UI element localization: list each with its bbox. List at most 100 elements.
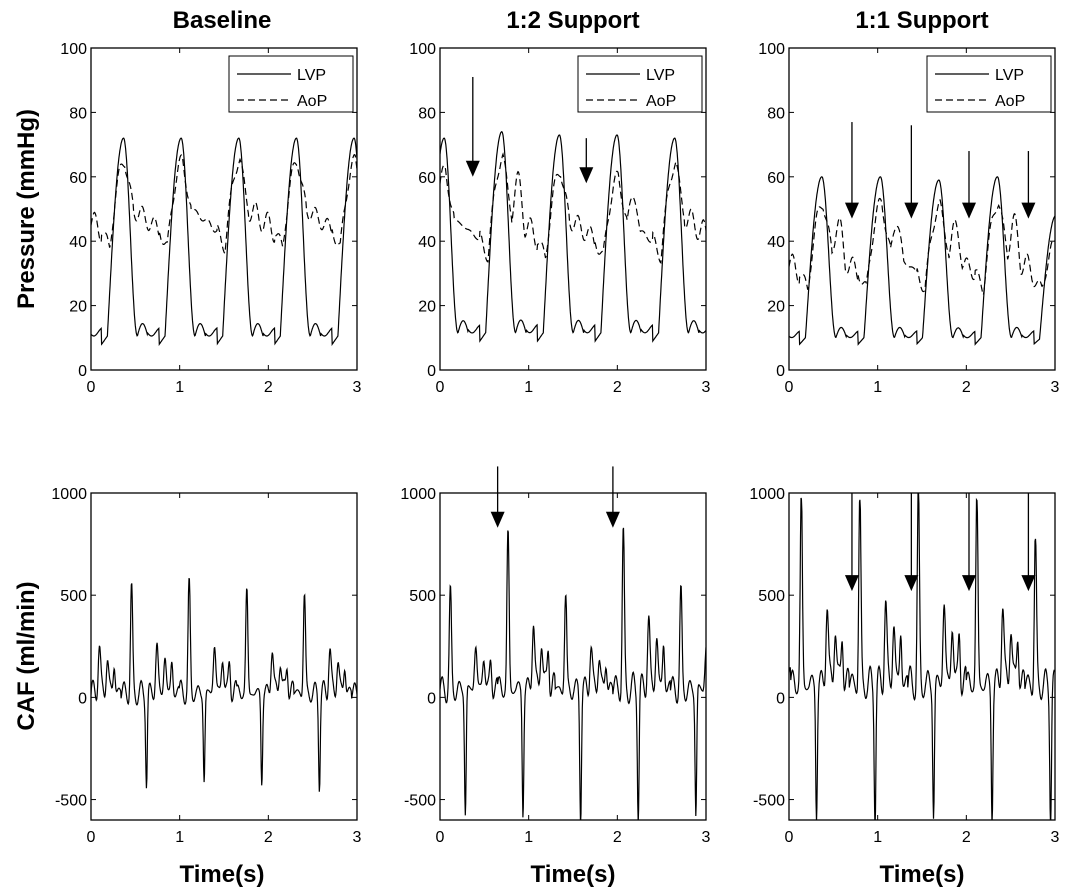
- x-tick-label: 3: [353, 379, 362, 396]
- panel-1: 0 1 2 3 0 20 40 60 80 100 LVP AoP: [60, 41, 361, 396]
- x-tick-label: 3: [353, 829, 362, 846]
- x-tick-label: 2: [613, 829, 622, 846]
- y-tick-label: 100: [758, 41, 785, 58]
- legend: LVP AoP: [228, 55, 354, 113]
- x-tick-label: 2: [264, 379, 273, 396]
- panel-2: 0 1 2 3 0 20 40 60 80 100 LVP AoP: [409, 41, 710, 396]
- panel-3: 0 1 2 3 0 20 40 60 80 100 LVP AoP: [758, 41, 1059, 396]
- x-tick-label: 0: [785, 829, 794, 846]
- y-tick-label: 20: [418, 299, 436, 316]
- axes-frame: [439, 492, 707, 821]
- panel-5: 0 1 2 3 -500 0 500 1000: [400, 466, 711, 846]
- legend: LVP AoP: [577, 55, 703, 113]
- series-aop-line: [440, 152, 706, 265]
- y-tick-label: 1000: [51, 486, 87, 503]
- y-tick-label: 60: [418, 170, 436, 187]
- y-tick-label: 20: [767, 299, 785, 316]
- legend-box: [926, 55, 1052, 113]
- row-ylabel-caf: CAF (ml/min): [13, 581, 40, 730]
- series-caf-line: [91, 577, 357, 792]
- x-tick-label: 1: [873, 829, 882, 846]
- x-tick-label: 3: [1051, 829, 1060, 846]
- y-tick-label: 60: [767, 170, 785, 187]
- y-tick-label: 20: [69, 299, 87, 316]
- y-tick-label: 40: [767, 234, 785, 251]
- x-tick-label: 0: [436, 829, 445, 846]
- legend-label-aop: AoP: [995, 93, 1025, 110]
- arrow-head: [579, 167, 594, 184]
- xlabel-time-col2: Time(s): [531, 861, 616, 888]
- series-lvp-line: [91, 137, 357, 347]
- y-tick-label: 1000: [749, 486, 785, 503]
- axes-frame: [439, 47, 707, 371]
- column-title-baseline: Baseline: [173, 7, 272, 34]
- series-lvp-line: [440, 130, 706, 343]
- xlabel-time-col3: Time(s): [880, 861, 965, 888]
- arrow-head: [961, 202, 976, 219]
- series-caf-line: [789, 493, 1055, 820]
- arrow-head: [1021, 575, 1036, 592]
- legend-label-lvp: LVP: [995, 67, 1024, 84]
- x-tick-label: 1: [873, 379, 882, 396]
- column-title-1-2-support: 1:2 Support: [506, 7, 639, 34]
- y-tick-label: -500: [753, 793, 785, 810]
- x-tick-label: 3: [702, 379, 711, 396]
- x-tick-label: 2: [264, 829, 273, 846]
- x-tick-label: 0: [785, 379, 794, 396]
- x-tick-label: 2: [962, 379, 971, 396]
- y-tick-label: 0: [78, 690, 87, 707]
- plot-area: [789, 493, 1055, 820]
- x-tick-label: 1: [524, 379, 533, 396]
- y-tick-label: 40: [69, 234, 87, 251]
- x-tick-label: 0: [87, 829, 96, 846]
- panel-4: 0 1 2 3 -500 0 500 1000: [51, 486, 361, 846]
- y-tick-label: 500: [409, 588, 436, 605]
- y-tick-label: 80: [418, 105, 436, 122]
- xlabel-time-col1: Time(s): [180, 861, 265, 888]
- legend-box: [577, 55, 703, 113]
- legend-label-aop: AoP: [646, 93, 676, 110]
- legend-label-lvp: LVP: [297, 67, 326, 84]
- series-caf-line: [440, 527, 706, 820]
- plot-area: [440, 130, 706, 343]
- y-tick-label: 60: [69, 170, 87, 187]
- y-tick-label: 40: [418, 234, 436, 251]
- series-aop-line: [789, 197, 1055, 298]
- legend: LVP AoP: [926, 55, 1052, 113]
- legend-label-aop: AoP: [297, 93, 327, 110]
- y-tick-label: -500: [55, 793, 87, 810]
- x-tick-label: 0: [87, 379, 96, 396]
- y-tick-label: 1000: [400, 486, 436, 503]
- axes-frame: [90, 47, 358, 371]
- plot-area: [789, 176, 1055, 346]
- plot-area: [91, 577, 357, 792]
- panel-6: 0 1 2 3 -500 0 500 1000: [749, 486, 1059, 846]
- column-title-1-1-support: 1:1 Support: [855, 7, 988, 34]
- y-tick-label: 500: [60, 588, 87, 605]
- series-aop-line: [91, 154, 357, 255]
- x-tick-label: 3: [702, 829, 711, 846]
- y-tick-label: 100: [60, 41, 87, 58]
- axes-frame: [90, 492, 358, 821]
- y-tick-label: 0: [776, 690, 785, 707]
- y-tick-label: 0: [427, 690, 436, 707]
- plot-area: [91, 137, 357, 347]
- y-tick-label: -500: [404, 793, 436, 810]
- x-tick-label: 2: [613, 379, 622, 396]
- plot-area: [440, 527, 706, 820]
- x-tick-label: 1: [175, 379, 184, 396]
- y-tick-label: 500: [758, 588, 785, 605]
- legend-box: [228, 55, 354, 113]
- x-tick-label: 3: [1051, 379, 1060, 396]
- axes-frame: [788, 492, 1056, 821]
- y-tick-label: 0: [427, 363, 436, 380]
- arrow-head: [844, 575, 859, 592]
- x-tick-label: 2: [962, 829, 971, 846]
- legend-label-lvp: LVP: [646, 67, 675, 84]
- arrow-head: [904, 575, 919, 592]
- y-tick-label: 80: [69, 105, 87, 122]
- arrow-head: [1021, 202, 1036, 219]
- y-tick-label: 0: [78, 363, 87, 380]
- x-tick-label: 1: [524, 829, 533, 846]
